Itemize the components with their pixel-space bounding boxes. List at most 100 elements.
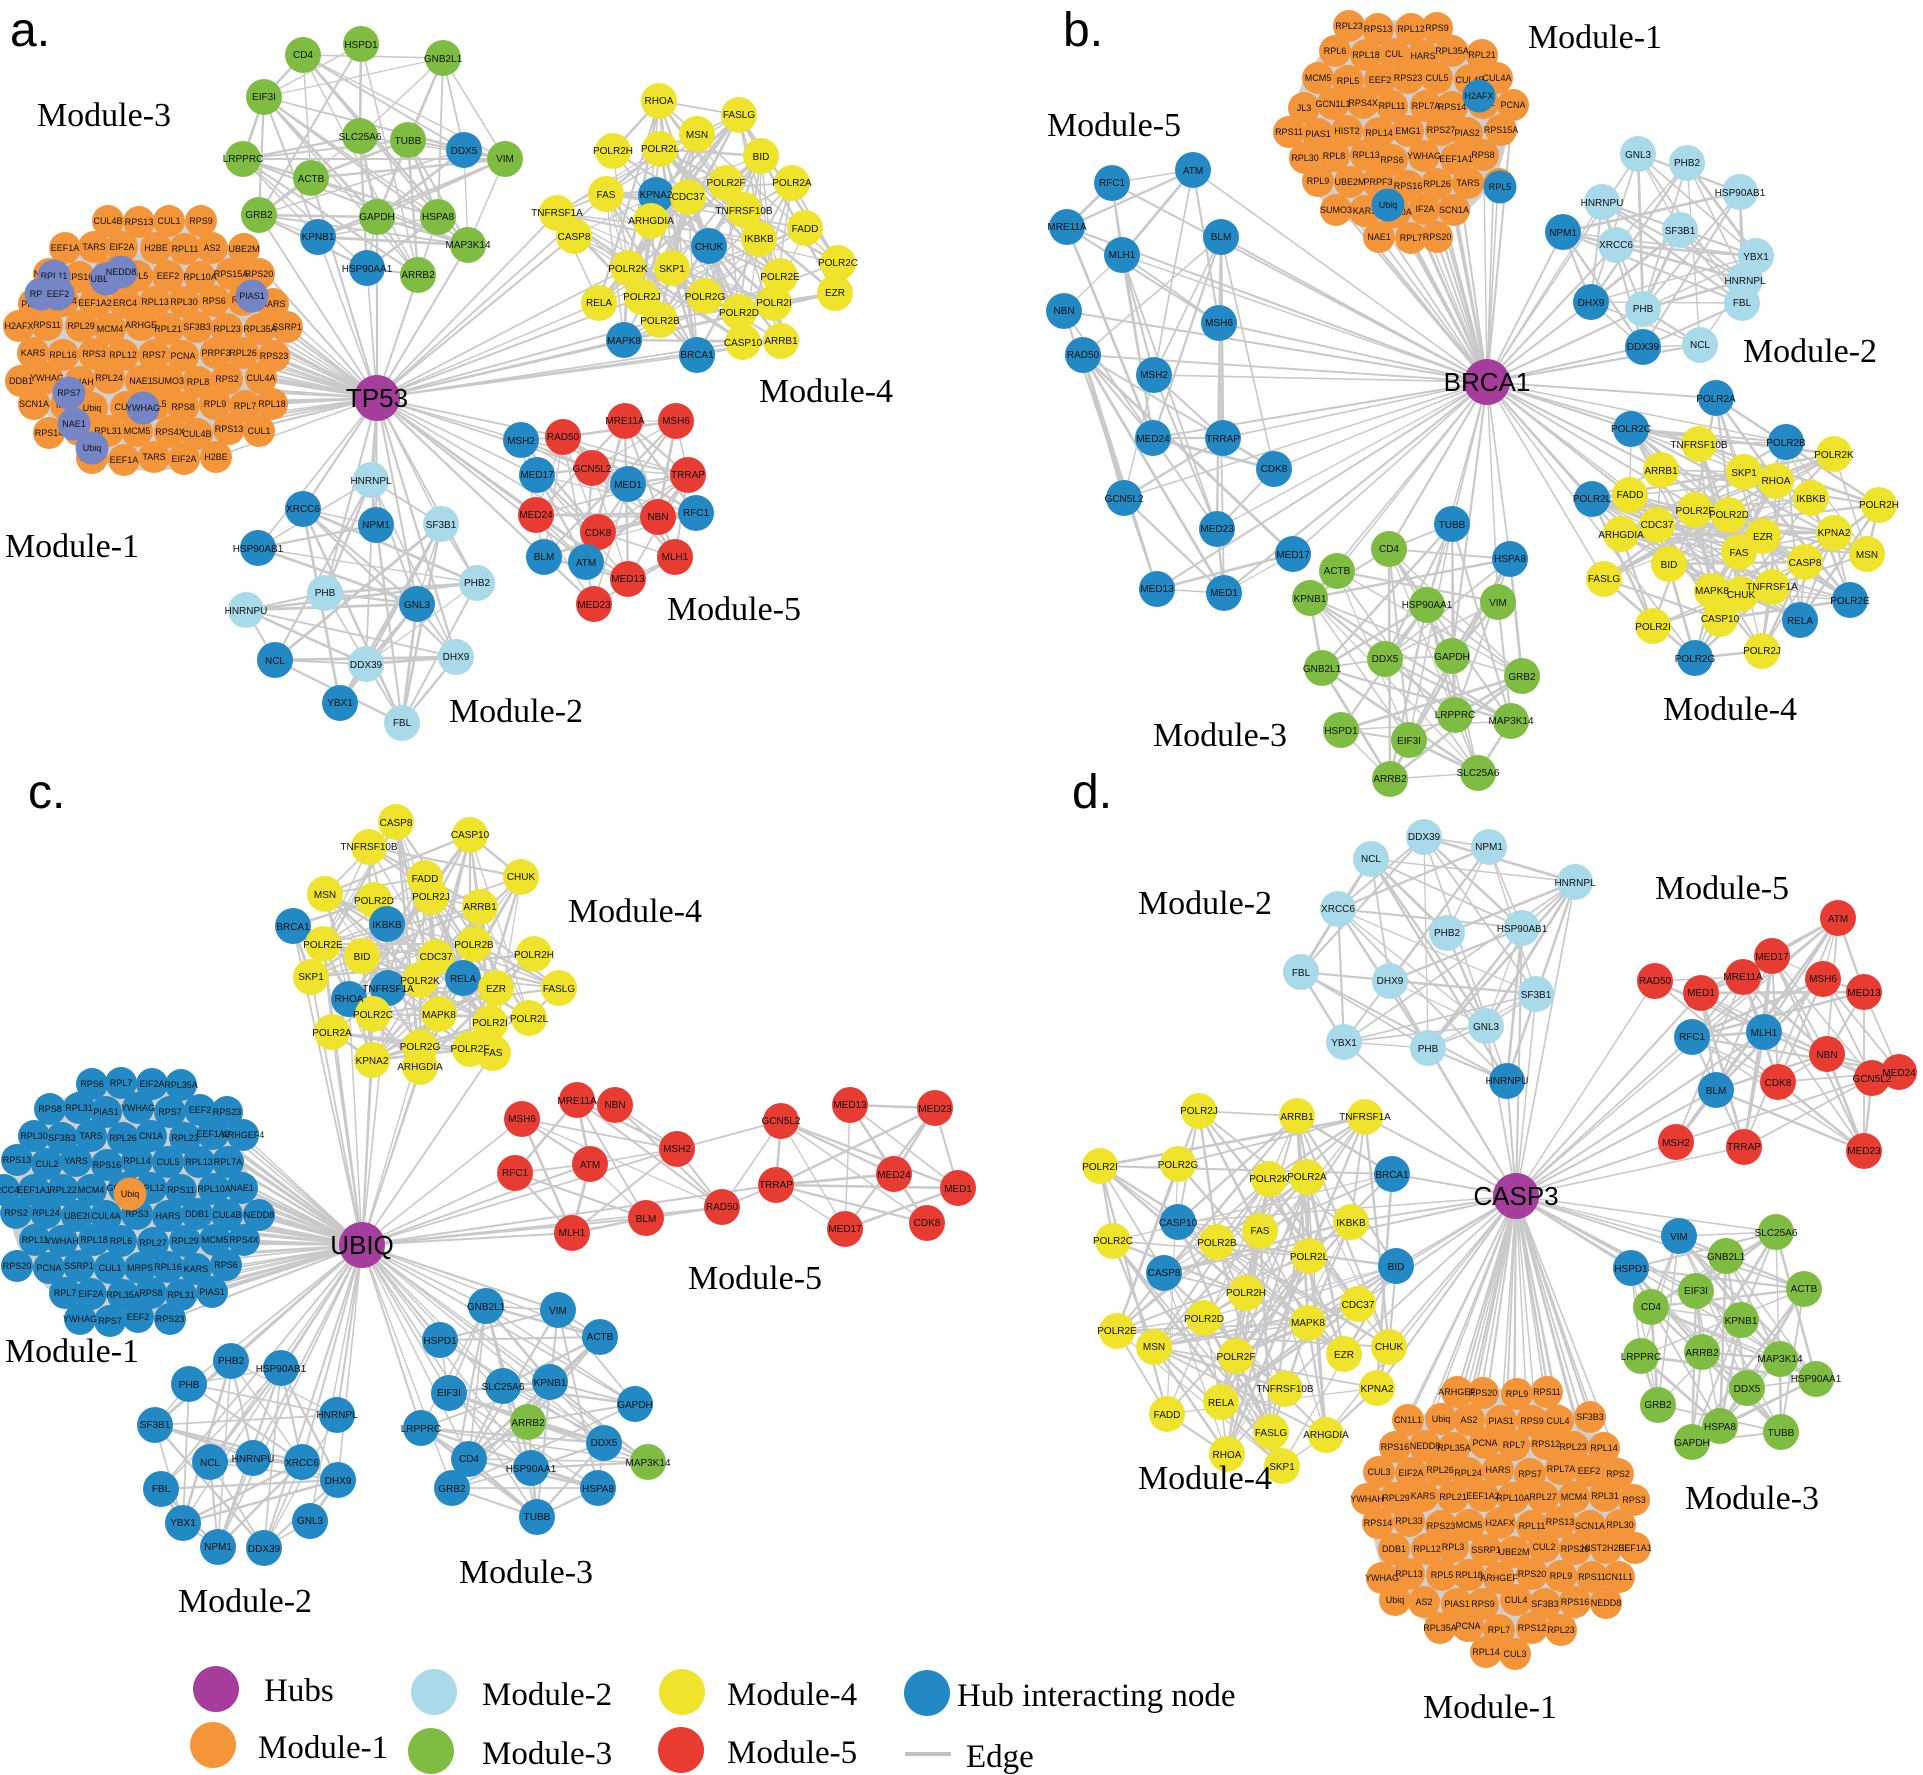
- svg-text:POLR2D: POLR2D: [719, 308, 759, 319]
- svg-text:UBE2M: UBE2M: [1334, 177, 1365, 187]
- svg-text:Ubiq: Ubiq: [1379, 200, 1398, 210]
- svg-text:RPS3: RPS3: [1622, 1495, 1646, 1505]
- svg-text:Module-1: Module-1: [1423, 1689, 1557, 1726]
- svg-text:RPL27: RPL27: [1529, 1492, 1557, 1502]
- svg-text:RPS2: RPS2: [4, 1208, 28, 1218]
- svg-text:TP53: TP53: [346, 383, 408, 413]
- svg-text:HNRNPU: HNRNPU: [232, 1454, 275, 1465]
- svg-text:SLC25A6: SLC25A6: [1457, 768, 1500, 779]
- svg-text:BLM: BLM: [636, 1214, 657, 1225]
- svg-text:FBL: FBL: [1292, 968, 1311, 979]
- svg-text:POLR2I: POLR2I: [472, 1018, 508, 1029]
- svg-text:YBX1: YBX1: [1331, 1038, 1357, 1049]
- svg-text:SF3B3: SF3B3: [183, 322, 211, 332]
- svg-text:RPS7: RPS7: [98, 1316, 122, 1326]
- svg-text:MLH1: MLH1: [1109, 250, 1136, 261]
- svg-text:NEDD8: NEDD8: [106, 267, 137, 277]
- svg-text:YWHAH: YWHAH: [1350, 1494, 1384, 1504]
- svg-text:RPL18: RPL18: [1455, 1570, 1483, 1580]
- svg-text:DDX39: DDX39: [350, 660, 383, 671]
- svg-text:HSP90AA1: HSP90AA1: [1791, 1374, 1842, 1385]
- svg-text:EEF1A1: EEF1A1: [17, 1185, 51, 1195]
- svg-text:PIAS1: PIAS1: [199, 1287, 225, 1297]
- svg-text:RPL35A: RPL35A: [1423, 1623, 1457, 1633]
- svg-text:RPS6: RPS6: [202, 296, 226, 306]
- svg-text:POLR2K: POLR2K: [1249, 1174, 1289, 1185]
- svg-text:RPS13: RPS13: [125, 217, 154, 227]
- svg-text:MAPK8: MAPK8: [1291, 1318, 1325, 1329]
- svg-text:EIF2A: EIF2A: [78, 1289, 103, 1299]
- svg-text:MED23: MED23: [918, 1104, 952, 1115]
- svg-text:Hubs: Hubs: [264, 1673, 334, 1709]
- svg-text:MED24: MED24: [1882, 1068, 1916, 1079]
- svg-text:Module-1: Module-1: [5, 528, 139, 565]
- svg-text:H2BE: H2BE: [204, 452, 228, 462]
- svg-text:NAE1: NAE1: [62, 419, 86, 429]
- svg-text:RPL12: RPL12: [1413, 1544, 1441, 1554]
- svg-text:RPS6: RPS6: [1380, 155, 1404, 165]
- svg-text:RAD50: RAD50: [706, 1202, 739, 1213]
- svg-text:RPS7: RPS7: [1518, 1469, 1542, 1479]
- svg-text:MAPK8: MAPK8: [422, 1010, 456, 1021]
- svg-text:SF3B3: SF3B3: [48, 1133, 76, 1143]
- svg-text:Module-4: Module-4: [1663, 691, 1797, 728]
- svg-text:GRB2: GRB2: [245, 210, 273, 221]
- svg-text:ARRB2: ARRB2: [1373, 774, 1407, 785]
- svg-text:EIF2A: EIF2A: [139, 1079, 164, 1089]
- svg-text:Module-3: Module-3: [37, 97, 171, 134]
- svg-text:DDX5: DDX5: [451, 146, 478, 157]
- svg-text:Ubiq: Ubiq: [121, 1189, 140, 1199]
- svg-text:Ubiq: Ubiq: [83, 443, 102, 453]
- svg-text:NPM1: NPM1: [1549, 228, 1577, 239]
- svg-text:YWHAG: YWHAG: [121, 1103, 155, 1113]
- svg-text:EEF2: EEF2: [127, 1312, 150, 1322]
- svg-text:POLR2C: POLR2C: [353, 1010, 393, 1021]
- svg-text:PCNA: PCNA: [1500, 100, 1525, 110]
- svg-text:TARS: TARS: [1456, 178, 1479, 188]
- svg-text:RFC1: RFC1: [1679, 1032, 1706, 1043]
- svg-text:RPL10A: RPL10A: [183, 272, 217, 282]
- svg-text:SUMO3: SUMO3: [1320, 205, 1352, 215]
- svg-text:DHX9: DHX9: [1578, 298, 1605, 309]
- svg-text:ERCC4: ERCC4: [0, 1185, 19, 1195]
- svg-text:TNFRSF10B: TNFRSF10B: [1670, 440, 1728, 451]
- svg-text:BLM: BLM: [534, 552, 555, 563]
- svg-text:RPL23: RPL23: [213, 324, 241, 334]
- svg-text:UBE2M: UBE2M: [228, 244, 259, 254]
- svg-text:RHOA: RHOA: [645, 96, 674, 107]
- svg-text:EEF1A1: EEF1A1: [1439, 154, 1473, 164]
- svg-text:CASP8: CASP8: [380, 818, 413, 829]
- svg-text:MED13: MED13: [1140, 584, 1174, 595]
- svg-text:DDB1: DDB1: [1382, 1544, 1406, 1554]
- svg-text:RPL24: RPL24: [95, 373, 123, 383]
- svg-text:EEF1A1: EEF1A1: [1618, 1543, 1652, 1553]
- svg-text:CUL3: CUL3: [1503, 1649, 1526, 1659]
- svg-text:ARRB2: ARRB2: [1685, 1348, 1719, 1359]
- svg-text:MAP3K14: MAP3K14: [445, 240, 490, 251]
- svg-text:AS2: AS2: [1415, 1597, 1432, 1607]
- svg-text:RPL8: RPL8: [187, 377, 210, 387]
- svg-text:RPL12: RPL12: [137, 1183, 165, 1193]
- svg-text:MCM5: MCM5: [124, 426, 151, 436]
- svg-text:RPS6: RPS6: [214, 1260, 238, 1270]
- svg-text:CASP10: CASP10: [1701, 614, 1740, 625]
- svg-text:RPS20: RPS20: [1423, 232, 1452, 242]
- svg-text:CD4: CD4: [459, 1454, 479, 1465]
- svg-text:UBE2I: UBE2I: [64, 1211, 90, 1221]
- svg-text:RPS7: RPS7: [158, 1107, 182, 1117]
- svg-text:CDC37: CDC37: [1342, 1300, 1375, 1311]
- svg-text:NBN: NBN: [604, 1100, 625, 1111]
- svg-text:NBN: NBN: [647, 512, 668, 523]
- svg-text:PHB2: PHB2: [1674, 158, 1701, 169]
- svg-text:RPS8: RPS8: [38, 1104, 62, 1114]
- svg-text:AS2: AS2: [203, 243, 220, 253]
- svg-text:Module-1: Module-1: [1528, 19, 1662, 56]
- svg-text:NCL: NCL: [1690, 340, 1710, 351]
- svg-text:Ubiq: Ubiq: [1432, 1414, 1451, 1424]
- svg-text:SCN1A: SCN1A: [1439, 205, 1469, 215]
- svg-text:FADD: FADD: [1154, 1410, 1181, 1421]
- svg-text:FAS: FAS: [1251, 1226, 1270, 1237]
- svg-text:CUL1: CUL1: [247, 426, 270, 436]
- svg-text:POLR2J: POLR2J: [623, 292, 661, 303]
- svg-text:PHB: PHB: [179, 1380, 200, 1391]
